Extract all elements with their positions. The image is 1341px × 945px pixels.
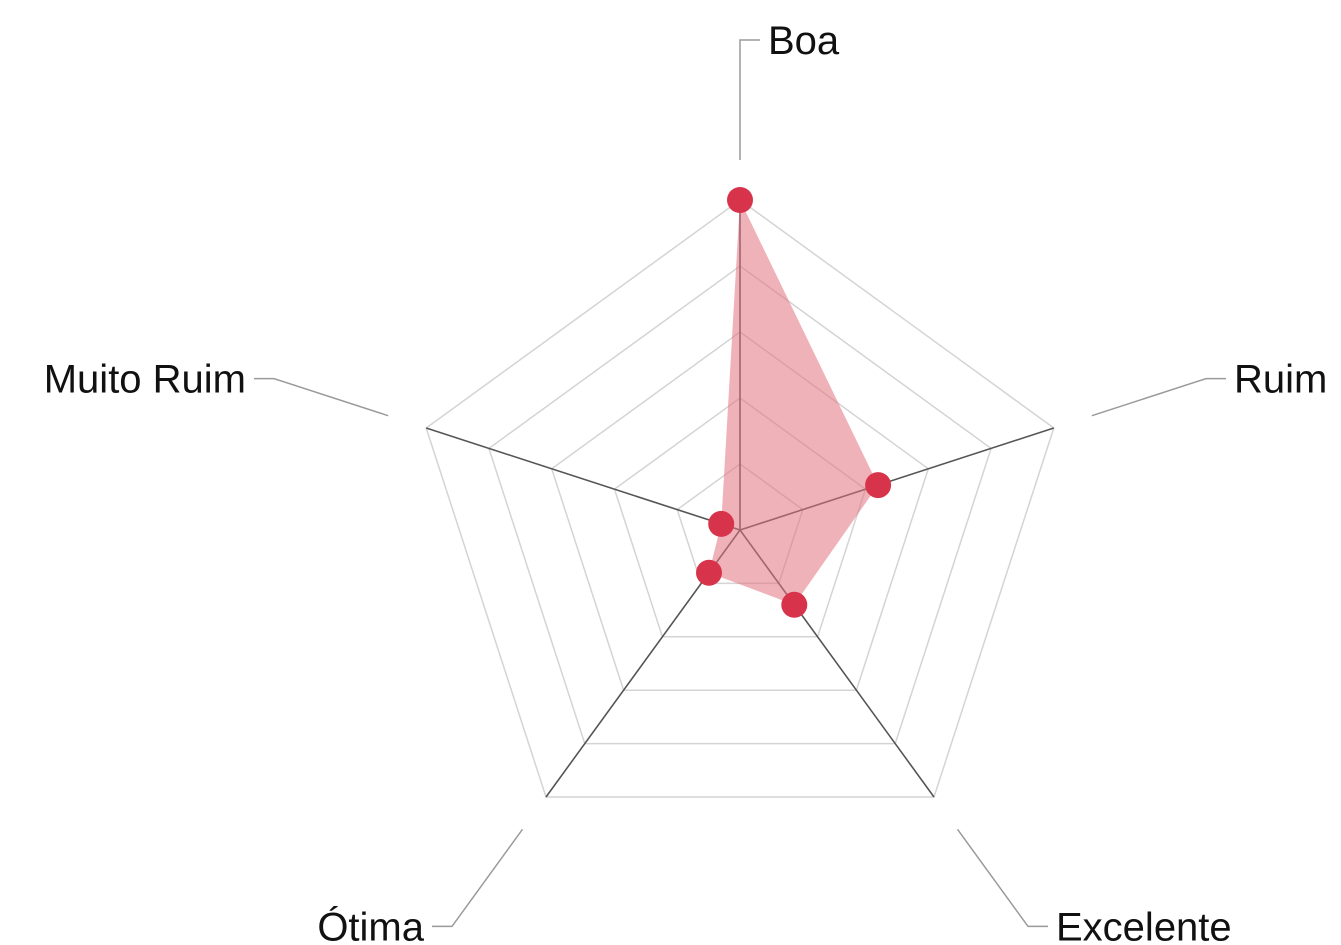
axis-label-muito-ruim: Muito Ruim bbox=[44, 358, 246, 402]
data-point-boa bbox=[727, 187, 753, 213]
axis-label-otima: Ótima bbox=[317, 904, 424, 945]
radar-series bbox=[696, 187, 892, 618]
leader-line-boa bbox=[739, 39, 760, 160]
leader-line-excelente bbox=[956, 828, 1048, 928]
leader-line-ruim bbox=[1091, 377, 1226, 417]
grid-ring-3 bbox=[550, 331, 930, 691]
axis-labels: Boa Ruim Excelente Ótima Muito Ruim bbox=[44, 19, 1328, 945]
data-point-muito-ruim bbox=[708, 510, 735, 537]
grid-ring-5 bbox=[425, 199, 1055, 798]
data-point-excelente bbox=[781, 591, 808, 618]
leader-line-otima bbox=[432, 828, 524, 928]
leader-line-muito-ruim bbox=[254, 377, 389, 417]
series-area bbox=[709, 200, 879, 605]
data-point-ruim bbox=[865, 472, 892, 499]
data-point-otima bbox=[696, 559, 722, 586]
grid-ring-4 bbox=[488, 265, 992, 745]
axis-label-ruim: Ruim bbox=[1234, 358, 1327, 402]
axis-line-muito-ruim bbox=[425, 427, 741, 531]
axis-label-boa: Boa bbox=[768, 19, 840, 63]
axis-label-excelente: Excelente bbox=[1056, 905, 1232, 945]
